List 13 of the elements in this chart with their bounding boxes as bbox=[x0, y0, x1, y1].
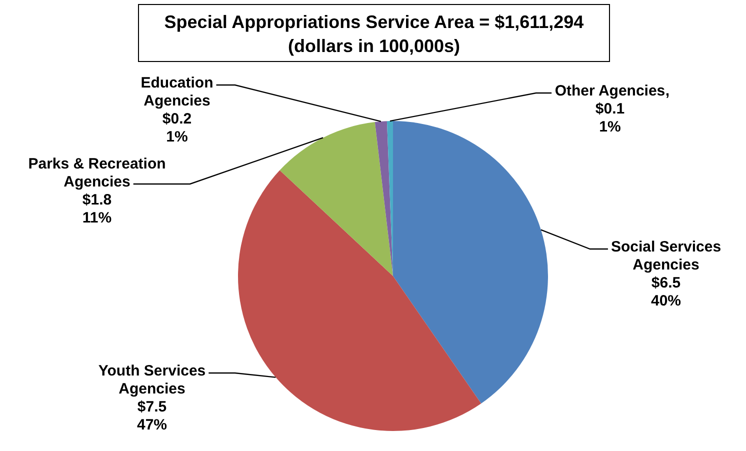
data-label: $0.1 1% bbox=[595, 100, 625, 136]
data-label: $6.5 40% bbox=[650, 274, 682, 310]
slice-label: Youth Services Agencies bbox=[98, 362, 206, 398]
slice-label: Other Agencies bbox=[554, 82, 666, 100]
slice-label: Education Agencies bbox=[140, 74, 214, 110]
text: , bbox=[665, 82, 670, 100]
slice-label: Parks & Recreation Agencies bbox=[28, 156, 166, 191]
data-label: $0.2 1% bbox=[162, 110, 192, 146]
data-label: $7.5 47% bbox=[136, 398, 168, 434]
chart-subtitle: (dollars in 100,000s) bbox=[286, 35, 462, 58]
slice-label: Social Services Agencies bbox=[610, 238, 722, 274]
data-label: $1.8 11% bbox=[82, 192, 112, 227]
chart-title: Special Appropriations Service Area = $1,611,294 bbox=[163, 11, 585, 34]
